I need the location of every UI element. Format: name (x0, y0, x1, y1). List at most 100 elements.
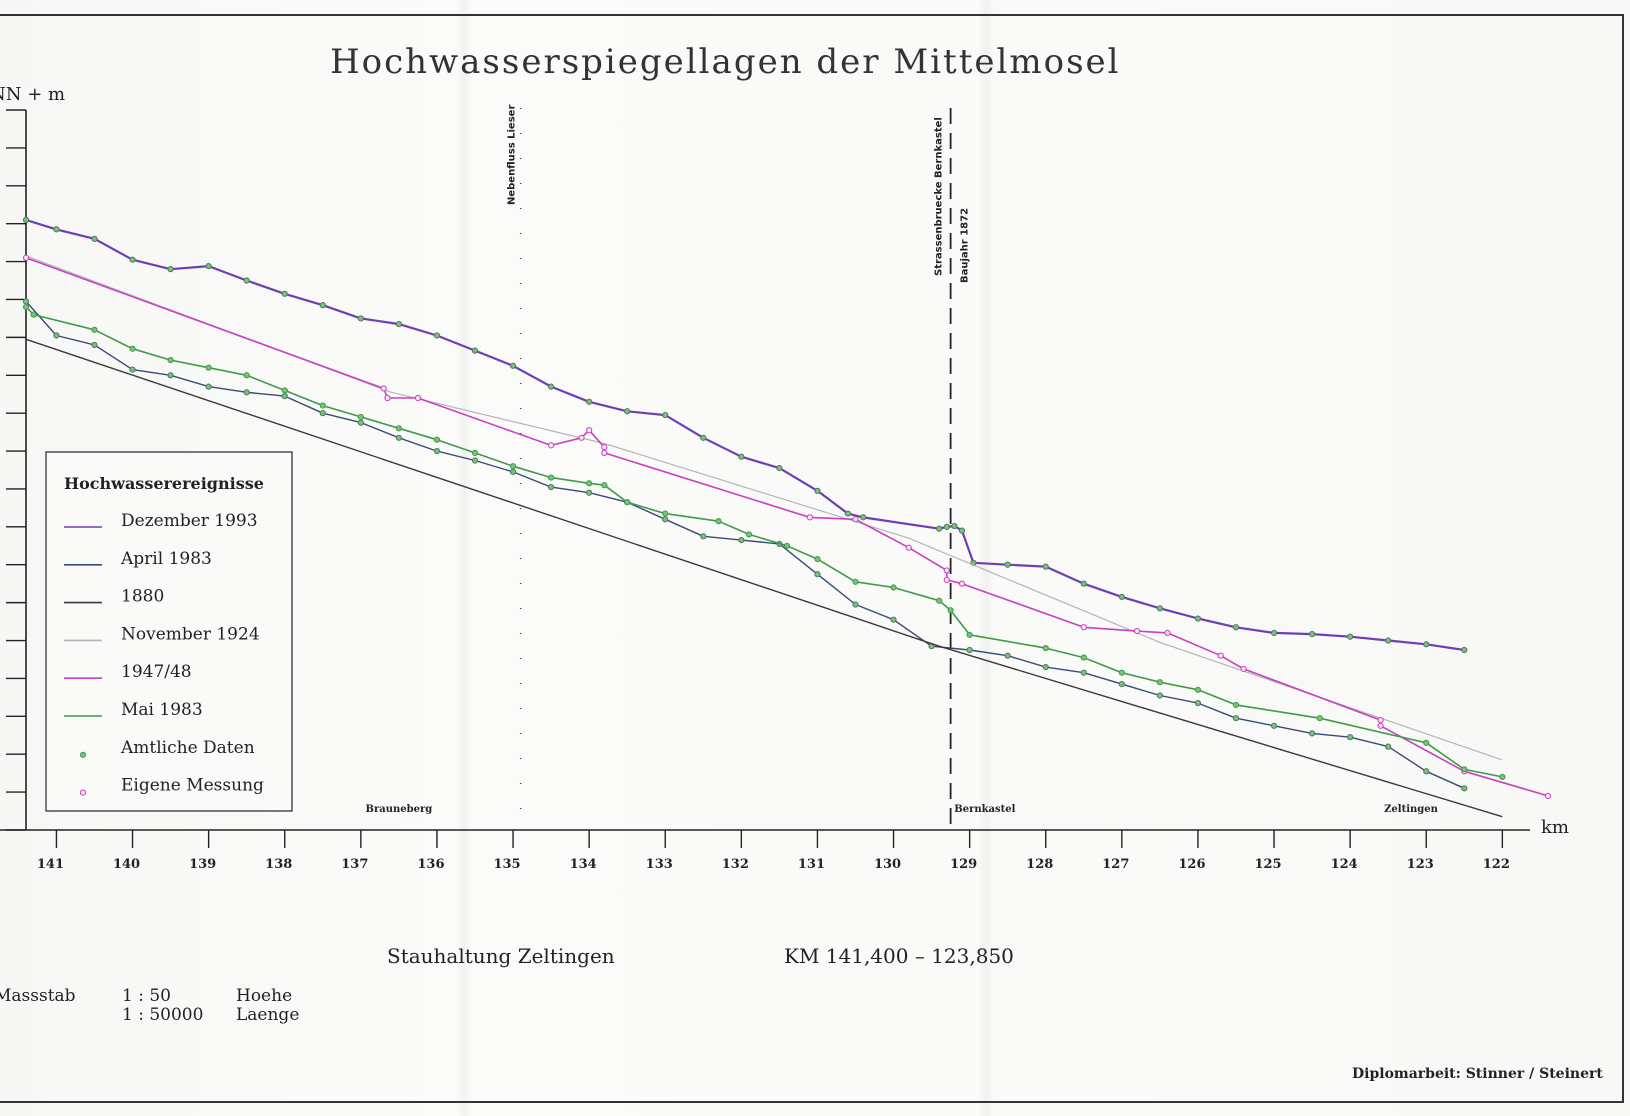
data-point (1080, 580, 1087, 587)
legend: Hochwasserereignisse Dezember 1993 April … (45, 451, 293, 812)
series-group (22, 303, 1506, 781)
data-point (53, 226, 60, 233)
data-point (205, 364, 212, 371)
data-point (395, 425, 402, 432)
data-point (129, 256, 136, 263)
data-point (586, 480, 593, 487)
data-point (167, 372, 174, 379)
data-point (943, 523, 950, 530)
data-point (129, 345, 136, 352)
data-point (22, 216, 30, 223)
data-point (1308, 730, 1316, 737)
series-group (22, 254, 1552, 799)
data-point (700, 533, 707, 540)
data-point (395, 321, 402, 328)
series-group (25, 338, 1503, 818)
data-point (1347, 633, 1354, 640)
data-point (1156, 605, 1163, 612)
data-point (1377, 717, 1384, 724)
data-point (243, 389, 250, 396)
data-point (1004, 652, 1011, 659)
data-point (936, 525, 943, 532)
data-point (1423, 768, 1430, 775)
data-point (700, 434, 707, 441)
data-point (951, 522, 958, 530)
legend-label: April 1983 (120, 549, 212, 569)
data-point (547, 442, 555, 449)
legend-item: 1947/48 (64, 662, 192, 682)
data-point (1377, 722, 1384, 729)
data-point (958, 580, 966, 587)
data-point (205, 263, 212, 270)
x-tick-label: 132 (722, 857, 749, 872)
data-point (601, 482, 608, 489)
data-point (852, 516, 859, 523)
data-point (814, 555, 821, 563)
x-tick-label: 123 (1407, 857, 1434, 872)
data-point (1133, 627, 1141, 635)
data-point (958, 527, 966, 534)
data-point (1270, 722, 1278, 729)
data-point (662, 516, 669, 523)
axes: 141 140 139 138 137 136 135 134 133 132 131 130 129 1… (0, 109, 1530, 872)
legend-title: Hochwasserereignisse (64, 474, 264, 493)
legend-item: 1880 (64, 587, 164, 607)
data-point (1042, 563, 1049, 570)
x-tick-label: 134 (570, 857, 597, 872)
data-point (357, 419, 364, 426)
data-point (1461, 646, 1468, 654)
x-tick-label: 128 (1026, 857, 1053, 872)
data-point (1042, 663, 1049, 671)
data-point (380, 385, 387, 392)
legend-box (45, 451, 293, 812)
legend-label: 1880 (121, 587, 164, 607)
x-tick-label: 138 (265, 857, 292, 872)
data-point (1347, 734, 1354, 741)
data-point (509, 468, 517, 475)
data-point (860, 514, 867, 521)
data-point (1156, 692, 1163, 699)
legend-item: April 1983 (64, 549, 212, 569)
data-point (471, 449, 479, 457)
place-label: Brauneberg (366, 804, 433, 815)
data-point (814, 571, 821, 578)
data-point (586, 427, 593, 434)
data-point (1194, 686, 1202, 693)
data-point (319, 410, 326, 417)
data-point (547, 483, 555, 491)
km-range-label: KM 141,400 – 123,850 (784, 944, 1014, 968)
data-point (547, 383, 555, 390)
data-point (966, 631, 973, 638)
legend-marker (79, 751, 87, 758)
legend-label: Eigene Messung (121, 776, 264, 796)
legend-item: Dezember 1993 (64, 511, 258, 531)
data-point (205, 383, 212, 390)
data-point (1217, 652, 1224, 659)
data-point (1004, 561, 1011, 568)
legend-item: Amtliche Daten (79, 738, 255, 758)
legend-marker (79, 789, 87, 796)
data-point (1232, 715, 1240, 722)
x-tick-label: 122 (1483, 857, 1510, 872)
data-point (319, 402, 326, 409)
data-point (624, 499, 631, 506)
series-line (25, 257, 1549, 797)
bridge-year-label: Baujahr 1872 (960, 208, 971, 283)
data-point (509, 362, 517, 369)
data-point (22, 298, 30, 305)
place-label: Zeltingen (1384, 804, 1439, 815)
data-point (1080, 669, 1087, 676)
data-point (578, 434, 585, 441)
data-point (91, 341, 98, 349)
x-tick-label: 130 (874, 857, 901, 872)
data-point (601, 449, 608, 457)
data-point (1316, 715, 1323, 722)
data-point (852, 601, 859, 608)
scale-length-ratio: 1 : 50000 (122, 1005, 203, 1025)
drawing-frame (0, 14, 1624, 1103)
data-point (662, 510, 669, 517)
data-point (1232, 701, 1240, 709)
data-point (586, 398, 593, 405)
data-point (844, 510, 851, 517)
